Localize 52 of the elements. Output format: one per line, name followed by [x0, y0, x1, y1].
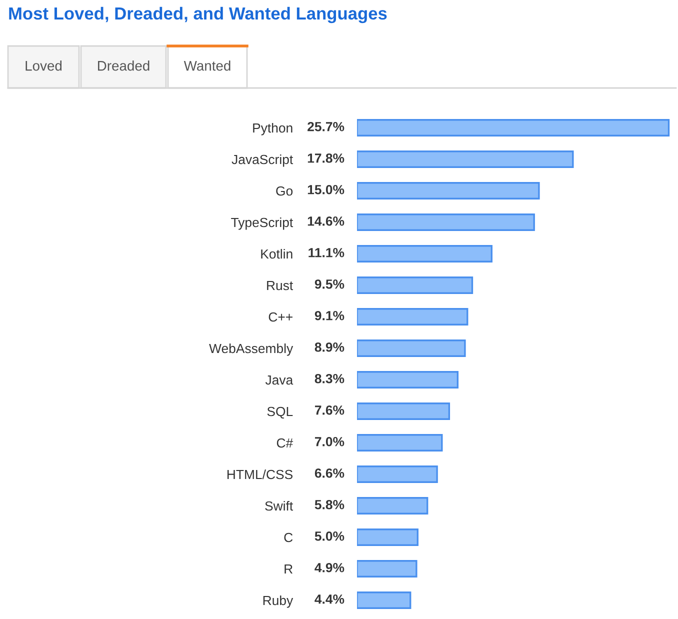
bar [357, 150, 574, 168]
data-label: 6.6% [314, 468, 344, 478]
bar [357, 434, 443, 452]
data-label: 5.8% [314, 500, 344, 510]
data-label: 5.0% [314, 531, 344, 541]
data-label: 11.1% [308, 248, 344, 258]
y-tick-label: Java [265, 375, 294, 385]
y-tick-label: Go [276, 186, 293, 196]
text: Most Loved, Dreaded, and Wanted Languages [9, 6, 387, 24]
data-label: 17.8% [308, 153, 344, 163]
bar [357, 497, 428, 514]
data-label: 4.4% [314, 594, 344, 604]
bar [357, 371, 459, 388]
y-tick-label: R [284, 564, 292, 574]
data-label: 14.6% [308, 216, 344, 226]
bar [357, 119, 670, 136]
data-label: 7.0% [314, 436, 344, 446]
y-tick-label: Python [253, 122, 292, 136]
y-tick-label: C++ [268, 312, 292, 322]
data-label: 8.3% [314, 374, 344, 384]
y-tick-label: HTML/CSS [227, 469, 293, 480]
bar [357, 402, 450, 420]
y-tick-label: Swift [265, 500, 294, 511]
bar [357, 276, 474, 294]
bar [357, 182, 540, 200]
bar [357, 466, 438, 483]
data-label: 15.0% [308, 184, 344, 194]
y-tick-label: Ruby [263, 595, 294, 608]
data-label: 9.5% [314, 279, 344, 289]
y-tick-label: SQL [267, 406, 293, 419]
bar [357, 528, 418, 546]
y-tick-label: WebAssembly [209, 343, 294, 356]
y-tick-label: JavaScript [232, 154, 294, 167]
y-tick-label: TypeScript [231, 217, 294, 230]
data-label: 7.6% [314, 405, 344, 415]
data-label: 25.7% [308, 122, 344, 132]
y-tick-label: Kotlin [261, 248, 292, 259]
bar [357, 214, 535, 231]
bar [357, 592, 412, 609]
bar [357, 560, 418, 578]
y-tick-label: Rust [267, 280, 294, 290]
text: Wanted [184, 60, 230, 71]
data-label: 9.1% [314, 310, 344, 320]
bar [357, 340, 466, 357]
text: Loved [26, 60, 62, 71]
y-tick-label: C [284, 532, 293, 542]
bar [357, 308, 468, 326]
text: Dreaded [98, 60, 150, 71]
data-label: 4.9% [314, 562, 344, 572]
data-label: 8.9% [314, 342, 344, 352]
bar [357, 245, 492, 262]
y-tick-label: C# [276, 438, 294, 448]
